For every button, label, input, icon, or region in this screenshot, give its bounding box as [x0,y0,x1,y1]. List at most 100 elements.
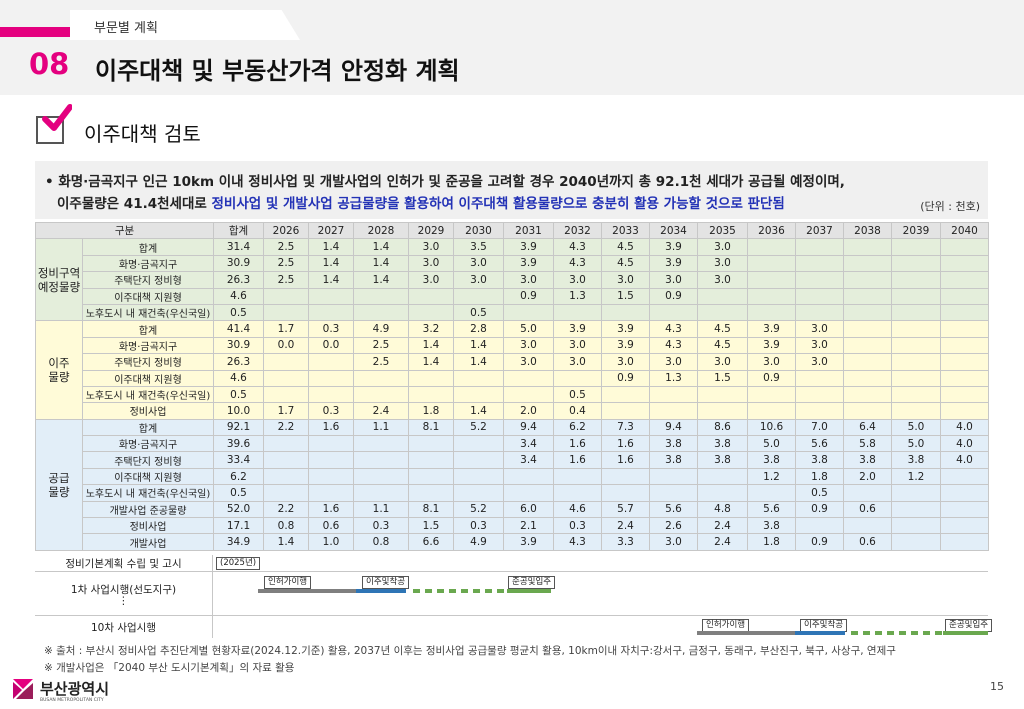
table-cell: 1.4 [453,402,505,420]
table-cell: 4.5 [601,238,651,256]
table-cell [601,484,651,502]
table-cell: 1.6 [308,418,355,437]
table-cell: 0.3 [308,320,355,338]
table-cell: 3.0 [408,254,455,273]
table-cell: 5.2 [453,418,505,437]
phase1-tag-permit: 인허가이행 [264,576,312,589]
table-cell [263,287,310,305]
table-cell [601,303,651,322]
table-cell [843,271,893,289]
table-cell: 1.6 [553,435,603,453]
table-cell [891,517,942,535]
summary-box: • 화명·금곡지구 인근 10km 이내 정비사업 및 개발사업의 인허가 및 … [35,161,988,219]
table-cell [263,451,310,469]
table-cell: 3.8 [891,451,942,469]
table-cell: 3.9 [747,336,797,355]
table-cell [308,369,355,387]
table-cell: 1.3 [553,287,603,305]
table-cell: 2.4 [601,517,651,535]
table-cell [843,517,893,535]
table-cell [843,484,893,502]
table-cell: 3.8 [697,451,749,469]
table-cell: 2.1 [503,517,555,535]
phase10-bar-complete [943,631,988,635]
timeline-row-phase1: 1차 사업시행(선도지구) ⋮ 인허가이행 이주및착공 준공및입주 [35,572,988,616]
table-cell: 5.6 [795,435,845,453]
table-cell [649,303,699,322]
table-cell: 3.8 [747,451,797,469]
table-cell [553,467,603,486]
table-cell [308,303,355,322]
table-row: 정비사업 10.0 1.7 0.3 2.4 1.8 1.4 2.0 0.4 [36,402,990,420]
table-cell: 2.4 [697,533,749,551]
timeline-label: 정비기본계획 수립 및 고시 [35,555,213,571]
footnotes: ※ 출처 : 부산시 정비사업 추진단계별 현황자료(2024.12.기준) 활… [44,643,896,677]
table-cell [891,484,942,502]
table-cell: 0.0 [308,336,355,355]
table-row: 정비사업 17.1 0.8 0.6 0.3 1.5 0.3 2.1 0.3 2.4 2.6 2.4 3.… [36,517,990,535]
row-label: 이주대책 지원형 [81,369,215,387]
footnote: ※ 개발사업은 「2040 부산 도시기본계획」의 자료 활용 [44,662,295,674]
summary-line-1: • 화명·금곡지구 인근 10km 이내 정비사업 및 개발사업의 인허가 및 … [45,174,845,190]
table-cell: 3.0 [795,353,845,371]
table-cell: 92.1 [213,418,265,437]
table-cell [601,402,651,420]
table-cell: 0.3 [453,517,505,535]
table-cell [940,353,990,371]
table-cell [795,402,845,420]
table-cell: 5.7 [601,500,651,519]
table-cell [263,385,310,404]
table-cell [747,402,797,420]
table-cell [843,287,893,305]
table-cell: 3.0 [649,353,699,371]
table-cell [843,369,893,387]
table-cell: 0.5 [453,303,505,322]
table-cell: 4.3 [553,238,603,256]
table-cell: 5.0 [891,418,942,437]
table-cell: 3.0 [408,238,455,256]
row-label: 화명·금곡지구 [81,254,215,273]
table-cell [503,385,555,404]
table-cell [940,254,990,273]
table-cell [308,287,355,305]
table-cell [747,238,797,256]
table-cell [940,533,990,551]
table-row: 노후도시 내 재건축(우신국일) 0.5 0.5 [36,303,990,322]
table-cell [891,353,942,371]
phase10-bar-move [795,631,845,635]
table-cell: 3.0 [697,254,749,273]
table-cell [408,287,455,305]
row-label: 개발사업 준공물량 [81,500,215,519]
column-header: 2034 [649,221,699,240]
column-header: 2028 [353,221,410,240]
row-label: 노후도시 내 재건축(우신국일) [81,385,215,404]
table-cell: 1.4 [308,238,355,256]
table-cell: 3.9 [503,533,555,551]
table-cell: 5.6 [649,500,699,519]
table-cell: 31.4 [213,238,265,256]
table-cell [263,467,310,486]
table-cell: 3.0 [649,271,699,289]
table-cell: 3.9 [503,238,555,256]
table-cell: 6.4 [843,418,893,437]
table-cell [697,484,749,502]
table-cell [503,484,555,502]
table-cell [453,287,505,305]
table-cell [940,369,990,387]
table-cell [843,254,893,273]
table-cell [843,320,893,338]
table-cell: 30.9 [213,254,265,273]
accent-bar [0,27,70,37]
table-cell [940,385,990,404]
table-cell: 0.8 [353,533,410,551]
table-cell: 6.0 [503,500,555,519]
table-cell [940,320,990,338]
phase1-bar-move [356,589,406,593]
table-cell [408,385,455,404]
table-cell [940,467,990,486]
table-cell: 4.3 [649,336,699,355]
table-cell: 3.0 [697,238,749,256]
table-cell: 7.0 [795,418,845,437]
plan-tag: (2025년) [216,557,261,570]
